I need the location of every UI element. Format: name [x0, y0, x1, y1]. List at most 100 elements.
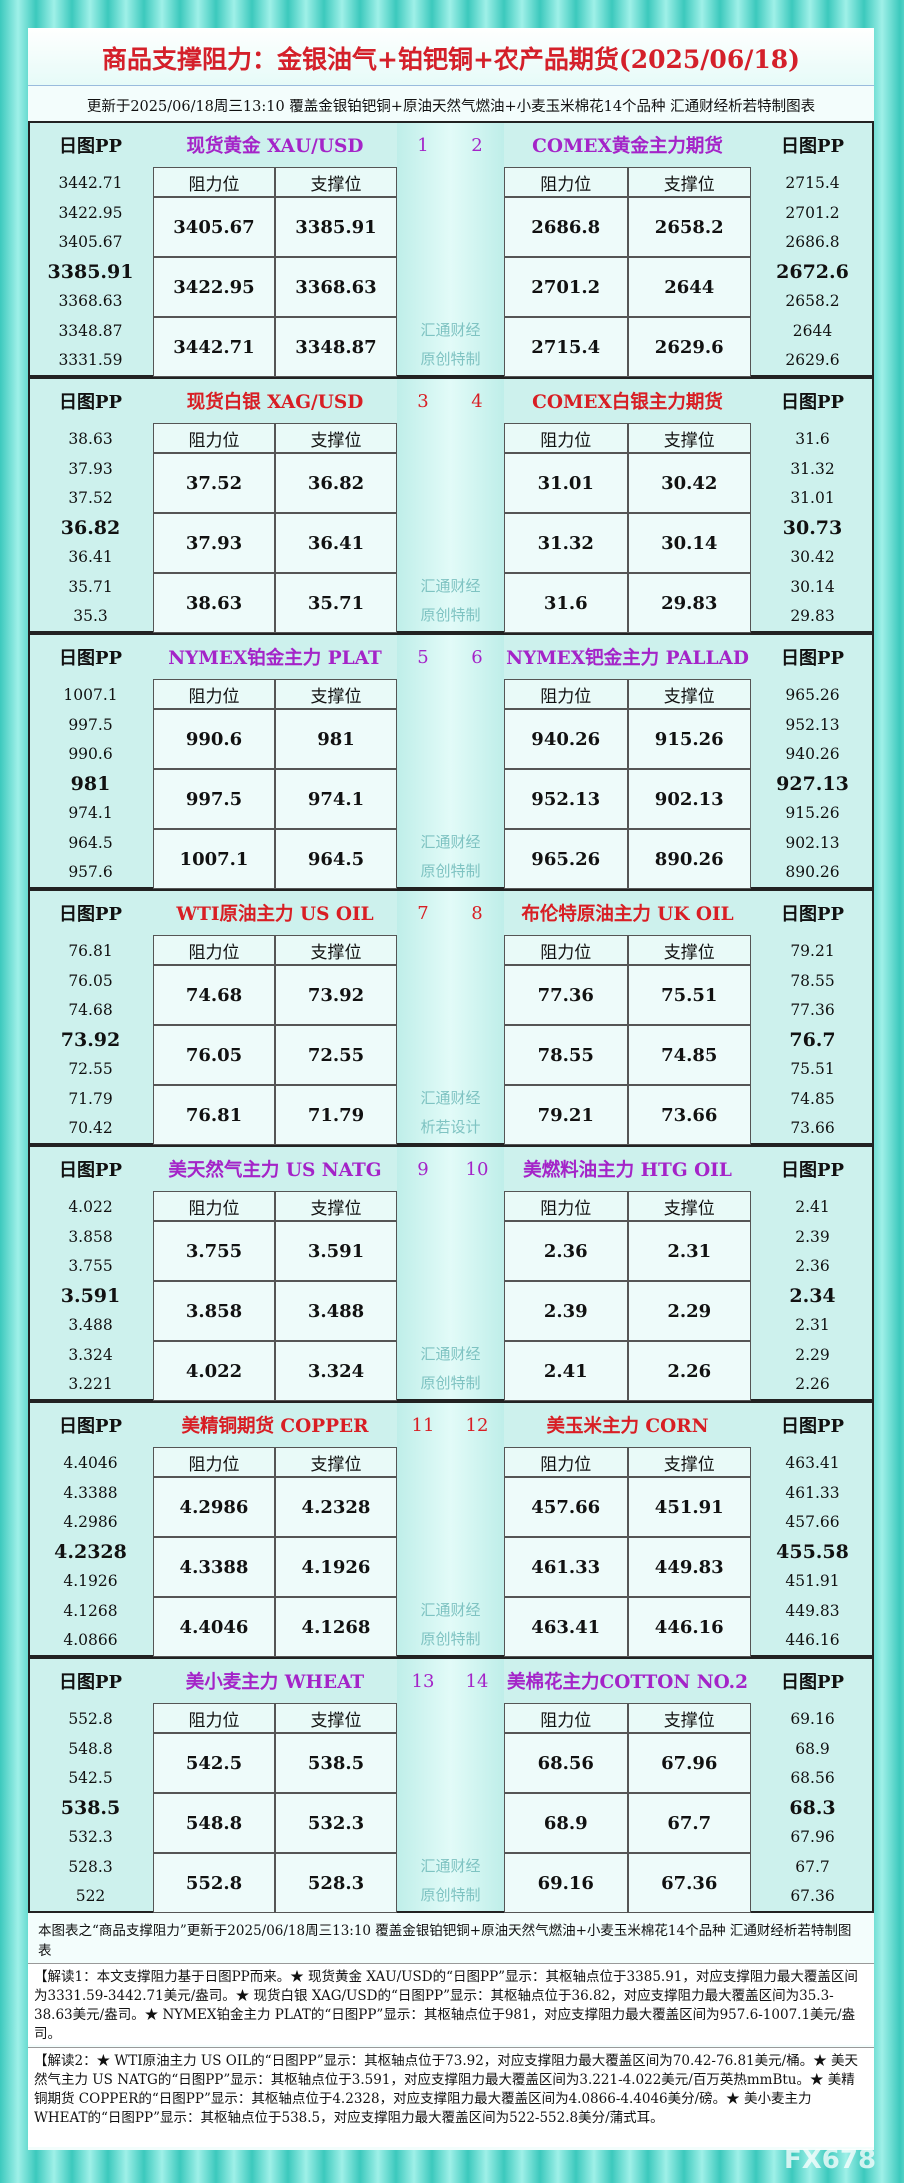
- level-cell: 37.93: [153, 513, 275, 573]
- watermark-text: 原创特制: [420, 349, 481, 368]
- pp-value: 2.39: [795, 1227, 830, 1246]
- pp-pivot: 3385.91: [47, 260, 134, 283]
- pp-value: 2701.2: [785, 203, 840, 222]
- pp-header: 日图PP: [780, 392, 845, 413]
- level-cell: 68.56: [504, 1733, 628, 1793]
- note: 【解读2：★ WTI原油主力 US OIL的“日图PP”显示：其枢轴点位于73.…: [28, 2047, 874, 2147]
- title-band: [28, 28, 874, 86]
- table-header-cell: 支撑位: [627, 167, 751, 197]
- pp-value: 3422.95: [58, 203, 123, 222]
- level-cell: 3.591: [275, 1221, 397, 1281]
- level-cell: 67.7: [627, 1793, 751, 1853]
- level-cell: 2686.8: [504, 197, 628, 257]
- pp-value: 69.16: [790, 1710, 835, 1728]
- table-header-cell: 支撑位: [275, 1447, 397, 1477]
- level-cell: 4.2328: [275, 1477, 397, 1537]
- commodity-name: 美天然气主力 US NATG: [168, 1160, 382, 1181]
- level-cell: 2701.2: [504, 257, 628, 317]
- level-cell: 78.55: [504, 1025, 628, 1085]
- pp-value: 67.96: [790, 1828, 835, 1846]
- pp-value: 3.858: [68, 1227, 113, 1246]
- pp-value: 2.36: [795, 1257, 830, 1275]
- pp-value: 2.41: [795, 1198, 830, 1216]
- table-header-cell: 阻力位: [504, 423, 628, 453]
- pp-value: 915.26: [785, 804, 840, 822]
- level-cell: 2.39: [504, 1281, 628, 1341]
- level-cell: 77.36: [504, 965, 628, 1025]
- level-cell: 71.79: [275, 1085, 397, 1145]
- pp-header: 日图PP: [58, 1672, 123, 1693]
- commodity-name: COMEX黄金主力期货: [532, 136, 723, 157]
- level-cell: 4.2986: [153, 1477, 275, 1537]
- pp-value: 4.022: [68, 1198, 113, 1216]
- table-header-cell: 支撑位: [627, 1191, 751, 1221]
- table-header-cell: 阻力位: [504, 1191, 628, 1221]
- pp-value: 461.33: [785, 1483, 840, 1502]
- level-cell: 37.52: [153, 453, 275, 513]
- pp-header: 日图PP: [58, 1160, 123, 1181]
- watermark-text: 汇通财经: [420, 1344, 481, 1363]
- commodity-number: 7: [417, 902, 429, 924]
- level-cell: 76.81: [153, 1085, 275, 1145]
- pp-pivot: 36.82: [60, 516, 121, 539]
- pp-value: 67.7: [795, 1857, 830, 1876]
- pp-header: 日图PP: [780, 904, 845, 925]
- pp-header: 日图PP: [58, 648, 123, 669]
- level-cell: 532.3: [275, 1793, 397, 1853]
- pp-value: 463.41: [785, 1454, 840, 1472]
- level-cell: 67.96: [627, 1733, 751, 1793]
- pp-value: 457.66: [785, 1513, 840, 1531]
- pp-value: 74.85: [790, 1089, 835, 1108]
- middle-column: [397, 123, 504, 375]
- pp-value: 2.26: [795, 1375, 830, 1393]
- level-cell: 461.33: [504, 1537, 628, 1597]
- commodity-name: 美玉米主力 CORN: [546, 1416, 709, 1437]
- middle-column: [397, 379, 504, 631]
- level-cell: 974.1: [275, 769, 397, 829]
- table-header-cell: 支撑位: [275, 679, 397, 709]
- pp-value: 68.56: [790, 1769, 835, 1787]
- pp-value: 73.66: [790, 1119, 835, 1137]
- table-header-cell: 阻力位: [504, 679, 628, 709]
- pp-pivot: 2672.6: [776, 260, 849, 283]
- table-header-cell: 支撑位: [275, 1703, 397, 1733]
- commodity-number: 3: [417, 390, 429, 412]
- pp-value: 1007.1: [63, 686, 118, 704]
- pp-value: 79.21: [790, 942, 835, 960]
- level-cell: 964.5: [275, 829, 397, 889]
- watermark-text: 原创特制: [420, 1885, 481, 1904]
- watermark-text: 汇通财经: [420, 1088, 481, 1107]
- pp-value: 4.1268: [63, 1601, 118, 1620]
- pp-value: 37.93: [68, 459, 113, 478]
- pp-value: 77.36: [790, 1001, 835, 1019]
- level-cell: 463.41: [504, 1597, 628, 1657]
- pp-value: 902.13: [785, 833, 840, 852]
- level-cell: 2.29: [627, 1281, 751, 1341]
- pp-value: 964.5: [68, 833, 113, 852]
- level-cell: 4.1268: [275, 1597, 397, 1657]
- pp-value: 38.63: [68, 430, 113, 448]
- table-header-cell: 支撑位: [627, 423, 751, 453]
- level-cell: 542.5: [153, 1733, 275, 1793]
- pp-value: 3331.59: [58, 351, 123, 369]
- commodity-name: 美精铜期货 COPPER: [181, 1416, 369, 1437]
- table-header-cell: 支撑位: [627, 935, 751, 965]
- table-header-cell: 支撑位: [627, 1447, 751, 1477]
- watermark-text: 汇通财经: [420, 320, 481, 339]
- pp-value: 449.83: [785, 1601, 840, 1620]
- pp-value: 35.71: [68, 577, 113, 596]
- commodity-number: 6: [471, 646, 483, 668]
- pp-pivot: 76.7: [789, 1028, 836, 1051]
- table-header-cell: 阻力位: [504, 935, 628, 965]
- pp-header: 日图PP: [58, 136, 123, 157]
- pp-value: 890.26: [785, 863, 840, 881]
- pp-pivot: 455.58: [776, 1540, 849, 1563]
- level-cell: 3.755: [153, 1221, 275, 1281]
- level-cell: 940.26: [504, 709, 628, 769]
- pp-value: 3368.63: [58, 292, 123, 310]
- pp-pivot: 2.34: [789, 1284, 836, 1307]
- commodity-name: 现货白银 XAG/USD: [186, 392, 364, 413]
- level-cell: 67.36: [627, 1853, 751, 1913]
- table-header-cell: 阻力位: [153, 1447, 275, 1477]
